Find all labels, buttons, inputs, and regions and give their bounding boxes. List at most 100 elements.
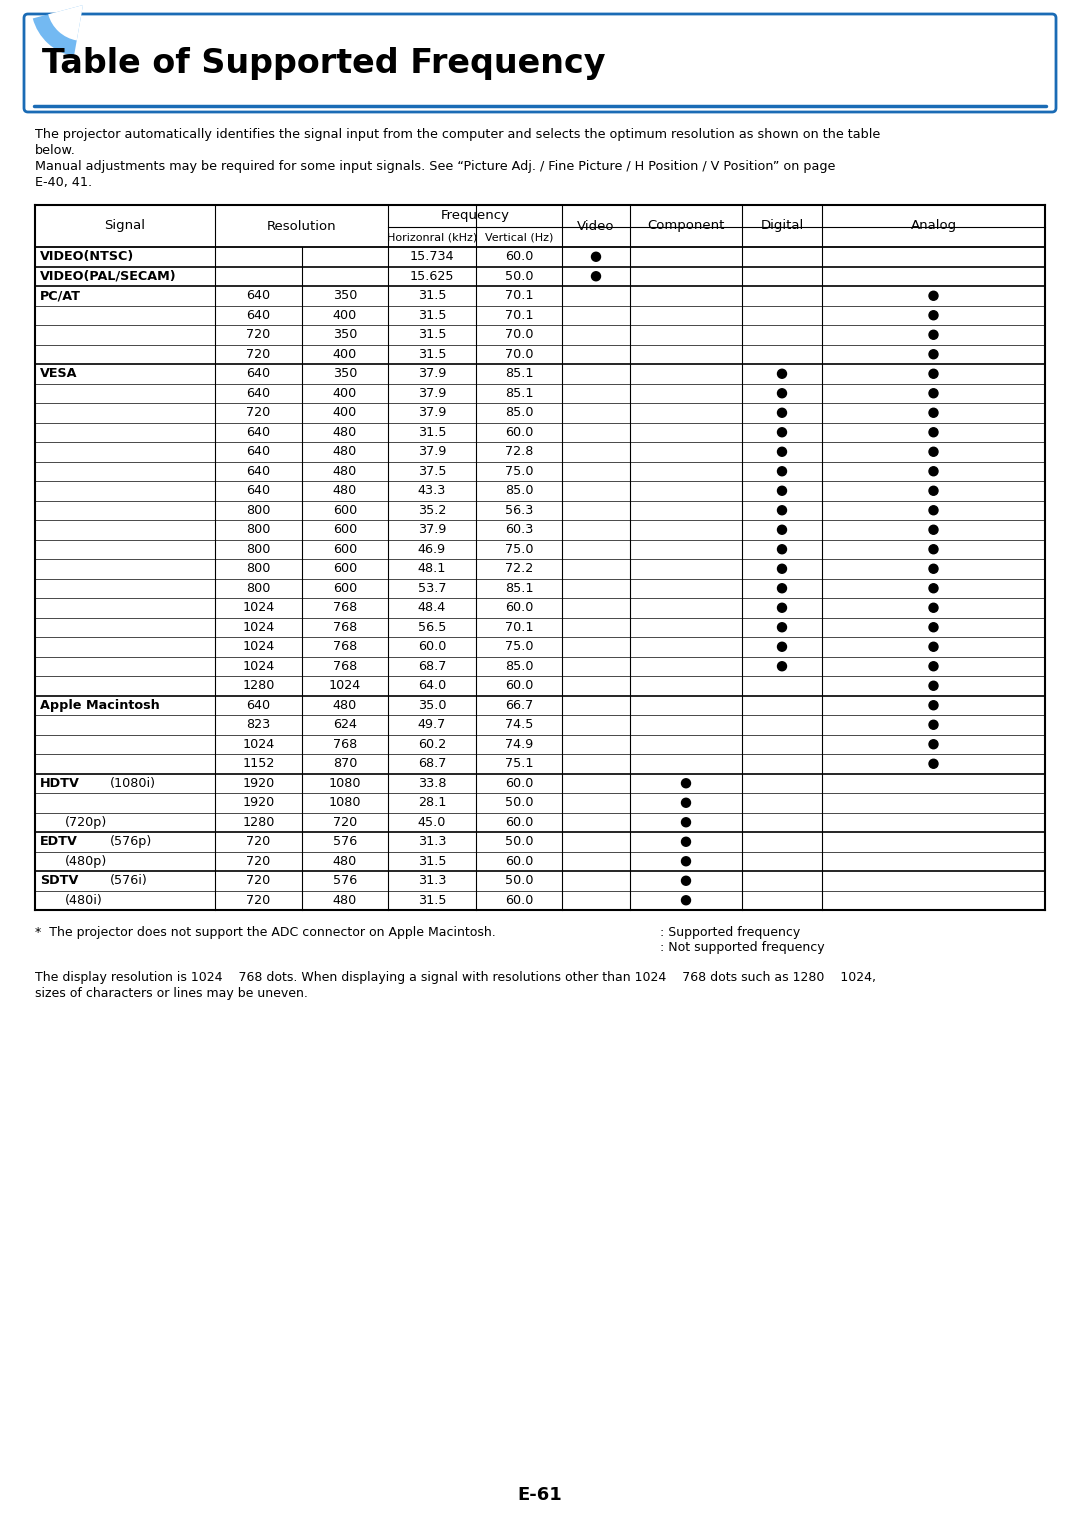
Text: 31.5: 31.5	[418, 855, 446, 868]
Circle shape	[681, 856, 690, 865]
Circle shape	[929, 565, 939, 574]
Text: 480: 480	[333, 465, 357, 478]
Text: Component: Component	[647, 220, 725, 232]
Text: HDTV: HDTV	[40, 777, 80, 790]
Circle shape	[778, 642, 786, 652]
Text: 600: 600	[333, 523, 357, 536]
Text: 85.1: 85.1	[504, 581, 534, 595]
Circle shape	[929, 409, 939, 417]
Text: 768: 768	[333, 659, 357, 673]
Text: 640: 640	[246, 465, 271, 478]
Circle shape	[778, 467, 786, 476]
Circle shape	[929, 642, 939, 652]
Text: 480: 480	[333, 855, 357, 868]
Circle shape	[681, 896, 690, 905]
Text: 400: 400	[333, 386, 357, 400]
Text: 640: 640	[246, 426, 271, 439]
Text: 74.5: 74.5	[504, 719, 534, 731]
Text: The projector automatically identifies the signal input from the computer and se: The projector automatically identifies t…	[35, 128, 880, 140]
Text: 720: 720	[246, 855, 271, 868]
Text: 31.5: 31.5	[418, 308, 446, 322]
Text: 85.1: 85.1	[504, 368, 534, 380]
Text: 720: 720	[246, 894, 271, 906]
Text: 720: 720	[333, 816, 357, 829]
Text: 60.0: 60.0	[504, 855, 534, 868]
Text: 33.8: 33.8	[418, 777, 446, 790]
Text: Vertical (Hz): Vertical (Hz)	[485, 232, 553, 243]
Text: EDTV: EDTV	[40, 835, 78, 848]
Text: The display resolution is 1024    768 dots. When displaying a signal with resolu: The display resolution is 1024 768 dots.…	[35, 971, 876, 984]
Text: 48.1: 48.1	[418, 562, 446, 575]
Circle shape	[929, 330, 939, 339]
Circle shape	[681, 838, 690, 847]
Circle shape	[778, 545, 786, 554]
Text: 350: 350	[333, 328, 357, 342]
Text: 870: 870	[333, 757, 357, 771]
Circle shape	[929, 487, 939, 496]
Text: 1080: 1080	[328, 797, 361, 809]
Circle shape	[929, 311, 939, 320]
Circle shape	[778, 525, 786, 534]
Text: 75.0: 75.0	[504, 641, 534, 653]
Text: 31.5: 31.5	[418, 426, 446, 439]
Text: 768: 768	[333, 641, 357, 653]
Circle shape	[929, 447, 939, 456]
Text: : Not supported frequency: : Not supported frequency	[660, 942, 825, 954]
Text: 37.9: 37.9	[418, 386, 446, 400]
Text: 70.0: 70.0	[504, 348, 534, 360]
Text: 68.7: 68.7	[418, 659, 446, 673]
Text: 640: 640	[246, 290, 271, 302]
Text: 85.0: 85.0	[504, 484, 534, 497]
Text: 60.0: 60.0	[504, 816, 534, 829]
Text: 75.1: 75.1	[504, 757, 534, 771]
Text: 75.0: 75.0	[504, 465, 534, 478]
Text: 75.0: 75.0	[504, 543, 534, 555]
Text: 640: 640	[246, 308, 271, 322]
Text: (720p): (720p)	[65, 816, 107, 829]
Text: 768: 768	[333, 737, 357, 751]
Text: sizes of characters or lines may be uneven.: sizes of characters or lines may be unev…	[35, 987, 308, 1000]
Text: 31.5: 31.5	[418, 290, 446, 302]
Circle shape	[681, 798, 690, 807]
Text: 15.625: 15.625	[409, 270, 455, 282]
Text: 800: 800	[246, 523, 271, 536]
Text: VIDEO(PAL/SECAM): VIDEO(PAL/SECAM)	[40, 270, 177, 282]
Text: 1024: 1024	[242, 737, 274, 751]
Text: PC/AT: PC/AT	[40, 290, 81, 302]
Circle shape	[929, 760, 939, 768]
Circle shape	[778, 389, 786, 398]
Text: 800: 800	[246, 543, 271, 555]
Circle shape	[929, 545, 939, 554]
Text: 70.1: 70.1	[504, 621, 534, 633]
Circle shape	[929, 389, 939, 398]
Circle shape	[929, 700, 939, 710]
Text: 1280: 1280	[242, 816, 274, 829]
Text: 70.1: 70.1	[504, 308, 534, 322]
Text: 15.734: 15.734	[409, 250, 455, 264]
Text: 800: 800	[246, 581, 271, 595]
Circle shape	[681, 876, 690, 885]
Text: : Supported frequency: : Supported frequency	[660, 926, 800, 938]
Text: 823: 823	[246, 719, 271, 731]
Text: 720: 720	[246, 348, 271, 360]
Text: 350: 350	[333, 368, 357, 380]
Text: 60.0: 60.0	[504, 777, 534, 790]
Circle shape	[778, 584, 786, 592]
Text: 46.9: 46.9	[418, 543, 446, 555]
Text: 31.5: 31.5	[418, 894, 446, 906]
Text: 60.0: 60.0	[504, 894, 534, 906]
Text: 600: 600	[333, 504, 357, 517]
Text: 72.8: 72.8	[504, 446, 534, 458]
Text: Signal: Signal	[105, 220, 146, 232]
Text: VIDEO(NTSC): VIDEO(NTSC)	[40, 250, 134, 264]
Text: 640: 640	[246, 386, 271, 400]
Text: 576: 576	[333, 874, 357, 887]
Text: (480i): (480i)	[65, 894, 103, 906]
FancyBboxPatch shape	[24, 14, 1056, 111]
Text: 350: 350	[333, 290, 357, 302]
Bar	[35, 204, 1045, 909]
Text: 600: 600	[333, 562, 357, 575]
Circle shape	[778, 505, 786, 514]
Text: 600: 600	[333, 543, 357, 555]
Text: 640: 640	[246, 368, 271, 380]
